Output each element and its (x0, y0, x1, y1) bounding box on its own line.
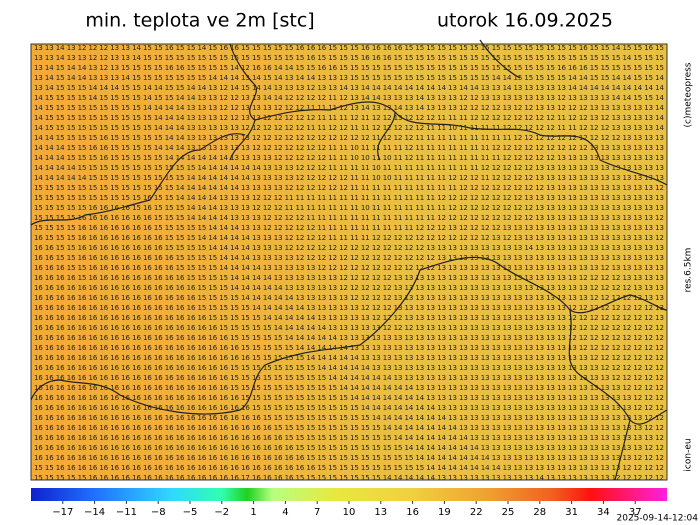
grid-row: 15 15 16 16 16 16 16 16 16 16 16 16 16 1… (34, 464, 664, 472)
colorbar-tick-label: −5 (183, 507, 198, 518)
grid-row: 16 16 16 16 16 16 16 16 16 16 16 16 16 1… (34, 444, 664, 452)
map-area (30, 43, 668, 481)
grid-row: 14 15 15 15 15 15 15 15 15 15 15 14 14 1… (34, 114, 665, 122)
grid-row: 14 14 15 15 15 15 16 15 15 15 15 15 14 1… (34, 134, 664, 142)
grid-row: 15 15 15 15 15 15 15 15 15 15 16 15 15 1… (34, 194, 664, 202)
grid-row: 15 15 15 15 15 16 16 16 16 16 16 16 16 1… (34, 474, 664, 482)
colorbar-tick-label: 34 (597, 507, 610, 518)
grid-row: 15 15 15 15 15 15 15 15 15 15 15 15 15 1… (34, 184, 664, 192)
date: utorok 16.09.2025 (437, 10, 613, 32)
grid-row: 16 16 16 16 16 16 16 16 16 16 16 16 16 1… (34, 404, 664, 412)
grid-row: 16 16 16 16 16 16 16 16 16 16 16 16 16 1… (34, 434, 664, 442)
grid-row: 16 16 16 16 16 16 16 16 16 16 16 16 16 1… (34, 364, 664, 372)
title: min. teplota ve 2m [stc] (85, 10, 314, 32)
colorbar-tick-label: 22 (470, 507, 483, 518)
run-time: 2025-09-14-12:04 (617, 514, 699, 524)
grid-row: 16 16 16 16 16 16 16 16 16 16 16 16 16 1… (34, 454, 664, 462)
grid-row: 13 14 15 14 14 13 12 13 15 15 15 15 16 1… (34, 64, 664, 72)
colorbar-tick-label: 19 (438, 507, 451, 518)
grid-row: 13 13 14 13 12 12 12 13 13 14 15 15 16 1… (34, 44, 664, 52)
grid-row: 16 16 16 16 16 16 16 16 16 16 16 16 16 1… (34, 354, 664, 362)
colorbar-tick-label: 28 (533, 507, 546, 518)
grid-row: 15 15 15 15 16 16 16 16 16 16 16 15 15 1… (34, 214, 664, 222)
grid-row: 16 16 16 16 16 16 16 16 16 16 16 16 16 1… (34, 374, 664, 382)
grid-row: 14 15 15 15 15 15 15 15 15 15 14 14 14 1… (34, 104, 665, 112)
colorbar-tick-label: −2 (214, 507, 229, 518)
grid-row: 16 16 15 15 16 16 16 16 16 16 16 16 15 1… (34, 244, 664, 252)
grid-row: 14 15 15 15 15 15 15 15 15 15 15 14 14 1… (34, 124, 665, 132)
grid-row: 16 16 16 16 16 16 16 16 16 16 16 16 16 1… (34, 424, 664, 432)
colorbar-tick-label: 1 (250, 507, 256, 518)
colorbar-tick-label: 7 (314, 507, 320, 518)
grid-row: 13 14 15 14 14 13 13 13 14 15 15 15 15 1… (34, 74, 665, 82)
grid-row: 16 16 16 16 16 16 16 16 16 16 16 16 16 1… (34, 304, 664, 312)
grid-row: 16 16 16 16 16 16 16 16 16 16 16 16 16 1… (34, 394, 664, 402)
borders (30, 39, 668, 481)
grid-row: 16 16 16 16 16 16 16 16 16 16 16 16 16 1… (34, 334, 664, 342)
copyright: (c)meteopress (684, 62, 694, 127)
grid-row: 14 14 14 14 15 15 15 15 15 15 15 15 15 1… (34, 164, 664, 172)
grid-row: 16 16 16 16 16 16 16 16 16 16 16 16 16 1… (34, 284, 664, 292)
grid-row: 16 16 16 16 16 16 16 16 16 16 16 16 16 1… (34, 344, 664, 352)
colorbar-tick-label: −17 (52, 507, 73, 518)
grid-row: 14 14 14 14 14 15 15 15 15 15 15 15 15 1… (34, 174, 664, 182)
resolution: res.6.5km (684, 248, 694, 293)
colorbar-tick-label: 4 (282, 507, 288, 518)
grid-row: 16 16 16 16 16 16 16 16 16 16 16 16 16 1… (34, 314, 664, 322)
grid-row: 14 15 15 15 15 14 15 15 15 15 14 15 15 1… (34, 94, 665, 102)
grid-row: 16 16 16 16 15 16 16 16 16 16 16 16 16 1… (34, 274, 664, 282)
colorbar-tick-label: 10 (343, 507, 356, 518)
grid-row: 14 14 14 15 15 15 16 15 15 15 15 15 14 1… (34, 154, 664, 162)
colorbar-tick-label: 13 (374, 507, 387, 518)
grid-row: 16 16 16 15 15 16 16 16 16 16 16 16 16 1… (34, 264, 664, 272)
colorbar-tick-label: 25 (502, 507, 515, 518)
grid-row: 16 16 15 15 16 16 16 16 16 16 16 16 16 1… (34, 254, 664, 262)
colorbar-tick-label: −8 (151, 507, 166, 518)
colorbar-tick-label: 16 (406, 507, 419, 518)
grid-row: 16 16 16 16 16 16 16 16 16 16 16 16 16 1… (34, 324, 664, 332)
colorbar-tick-label: −14 (84, 507, 105, 518)
colorbar-ticks: −17 −14 −11 −8 −5 −2 1 4 7 10 13 16 19 22 25 28 31 34 37 (52, 501, 642, 518)
colorbar-tick-label: 31 (565, 507, 578, 518)
colorbar-tick-label: −11 (116, 507, 137, 518)
value-grid: 13 13 14 13 12 12 12 13 13 14 15 15 16 1… (34, 44, 665, 482)
colorbar-tick-label: 37 (629, 507, 642, 518)
grid-row: 15 15 15 15 16 16 16 16 16 16 16 15 15 1… (34, 224, 664, 232)
grid-row: 13 13 14 13 13 12 12 13 13 14 15 15 15 1… (34, 54, 664, 62)
grid-row: 16 16 16 16 16 16 16 16 16 16 16 16 16 1… (34, 294, 664, 302)
grid-row: 16 16 16 16 16 16 16 16 16 16 16 16 16 1… (34, 384, 664, 392)
grid-row: 15 15 15 15 15 16 16 16 16 15 16 15 15 1… (34, 204, 664, 212)
grid-row: 16 16 16 16 16 16 16 16 16 16 16 16 16 1… (34, 414, 664, 422)
colorbar (31, 488, 667, 501)
model: icon-eu (684, 438, 694, 471)
grid-row: 14 14 14 15 15 16 16 15 15 15 15 14 14 1… (34, 144, 664, 152)
grid-row: 13 14 15 15 15 14 14 14 15 15 14 14 15 1… (34, 84, 665, 92)
grid-row: 16 15 15 15 16 16 16 16 16 16 16 16 15 1… (34, 234, 664, 242)
